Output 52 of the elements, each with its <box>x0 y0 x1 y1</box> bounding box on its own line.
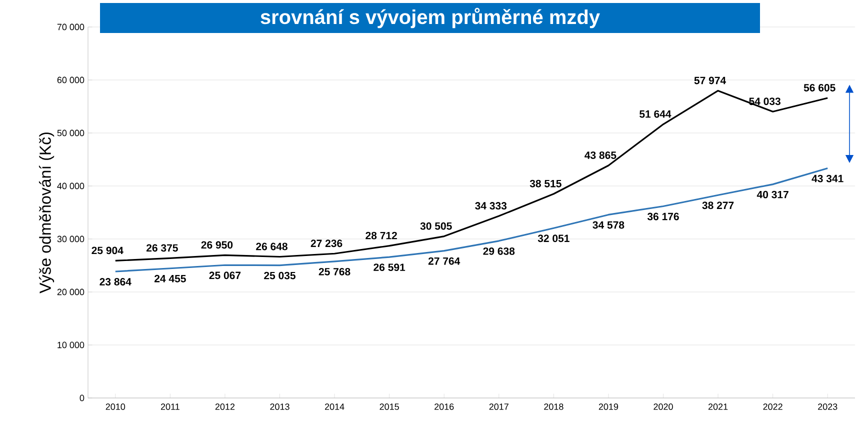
data-label: 57 974 <box>694 76 726 84</box>
data-label: 29 638 <box>483 247 515 255</box>
y-axis-title: Výše odměňování (Kč) <box>38 132 54 294</box>
data-label: 23 864 <box>100 278 132 286</box>
data-label: 38 277 <box>702 202 734 210</box>
data-label: 40 317 <box>756 190 788 198</box>
x-tick-label: 2018 <box>544 404 564 410</box>
y-tick-label: 60 000 <box>57 76 84 84</box>
data-label: 26 591 <box>374 264 406 272</box>
data-label: 28 712 <box>366 232 397 240</box>
data-label: 34 578 <box>592 221 624 229</box>
data-label: 38 515 <box>530 180 562 188</box>
x-tick-label: 2017 <box>489 404 508 410</box>
data-label: 27 236 <box>310 240 342 248</box>
x-tick-label: 2020 <box>654 404 673 410</box>
y-tick-label: 40 000 <box>57 182 84 190</box>
data-label: 43 865 <box>584 152 616 159</box>
x-tick-label: 2015 <box>380 404 399 410</box>
x-tick-label: 2014 <box>324 404 344 410</box>
y-tick-label: 30 000 <box>57 236 84 242</box>
x-tick-label: 2023 <box>818 404 838 410</box>
data-label: 25 768 <box>318 268 350 276</box>
data-label: 30 505 <box>420 222 452 230</box>
y-tick-label: 50 000 <box>57 130 84 136</box>
data-label: 34 333 <box>475 202 507 210</box>
data-label: 36 176 <box>647 212 679 220</box>
x-tick-label: 2011 <box>160 404 180 410</box>
chart-title: srovnání s vývojem průměrné mzdy <box>260 8 600 28</box>
x-tick-label: 2016 <box>434 404 454 410</box>
data-label: 51 644 <box>640 110 672 118</box>
data-label: 25 067 <box>209 272 241 280</box>
y-tick-label: 10 000 <box>58 342 84 348</box>
data-label: 43 341 <box>812 174 844 182</box>
data-label: 56 605 <box>804 84 836 92</box>
data-label: 32 051 <box>538 234 570 242</box>
x-tick-label: 2019 <box>598 404 618 410</box>
x-tick-label: 2022 <box>763 404 782 410</box>
y-tick-label: 20 000 <box>57 288 84 296</box>
data-label: 24 455 <box>154 274 186 282</box>
x-tick-label: 2021 <box>708 404 728 410</box>
data-label: 26 648 <box>256 242 288 250</box>
x-tick-label: 2010 <box>106 404 126 410</box>
x-tick-label: 2012 <box>215 404 235 410</box>
data-label: 25 904 <box>92 246 124 254</box>
x-tick-label: 2013 <box>270 404 290 410</box>
data-label: 26 375 <box>146 244 178 252</box>
data-label: 54 033 <box>749 98 780 106</box>
data-label: 27 764 <box>428 257 460 265</box>
y-tick-label: 0 <box>80 394 84 402</box>
data-label: 25 035 <box>264 272 296 280</box>
data-label: 26 950 <box>201 241 233 249</box>
y-tick-label: 70 000 <box>57 24 84 30</box>
